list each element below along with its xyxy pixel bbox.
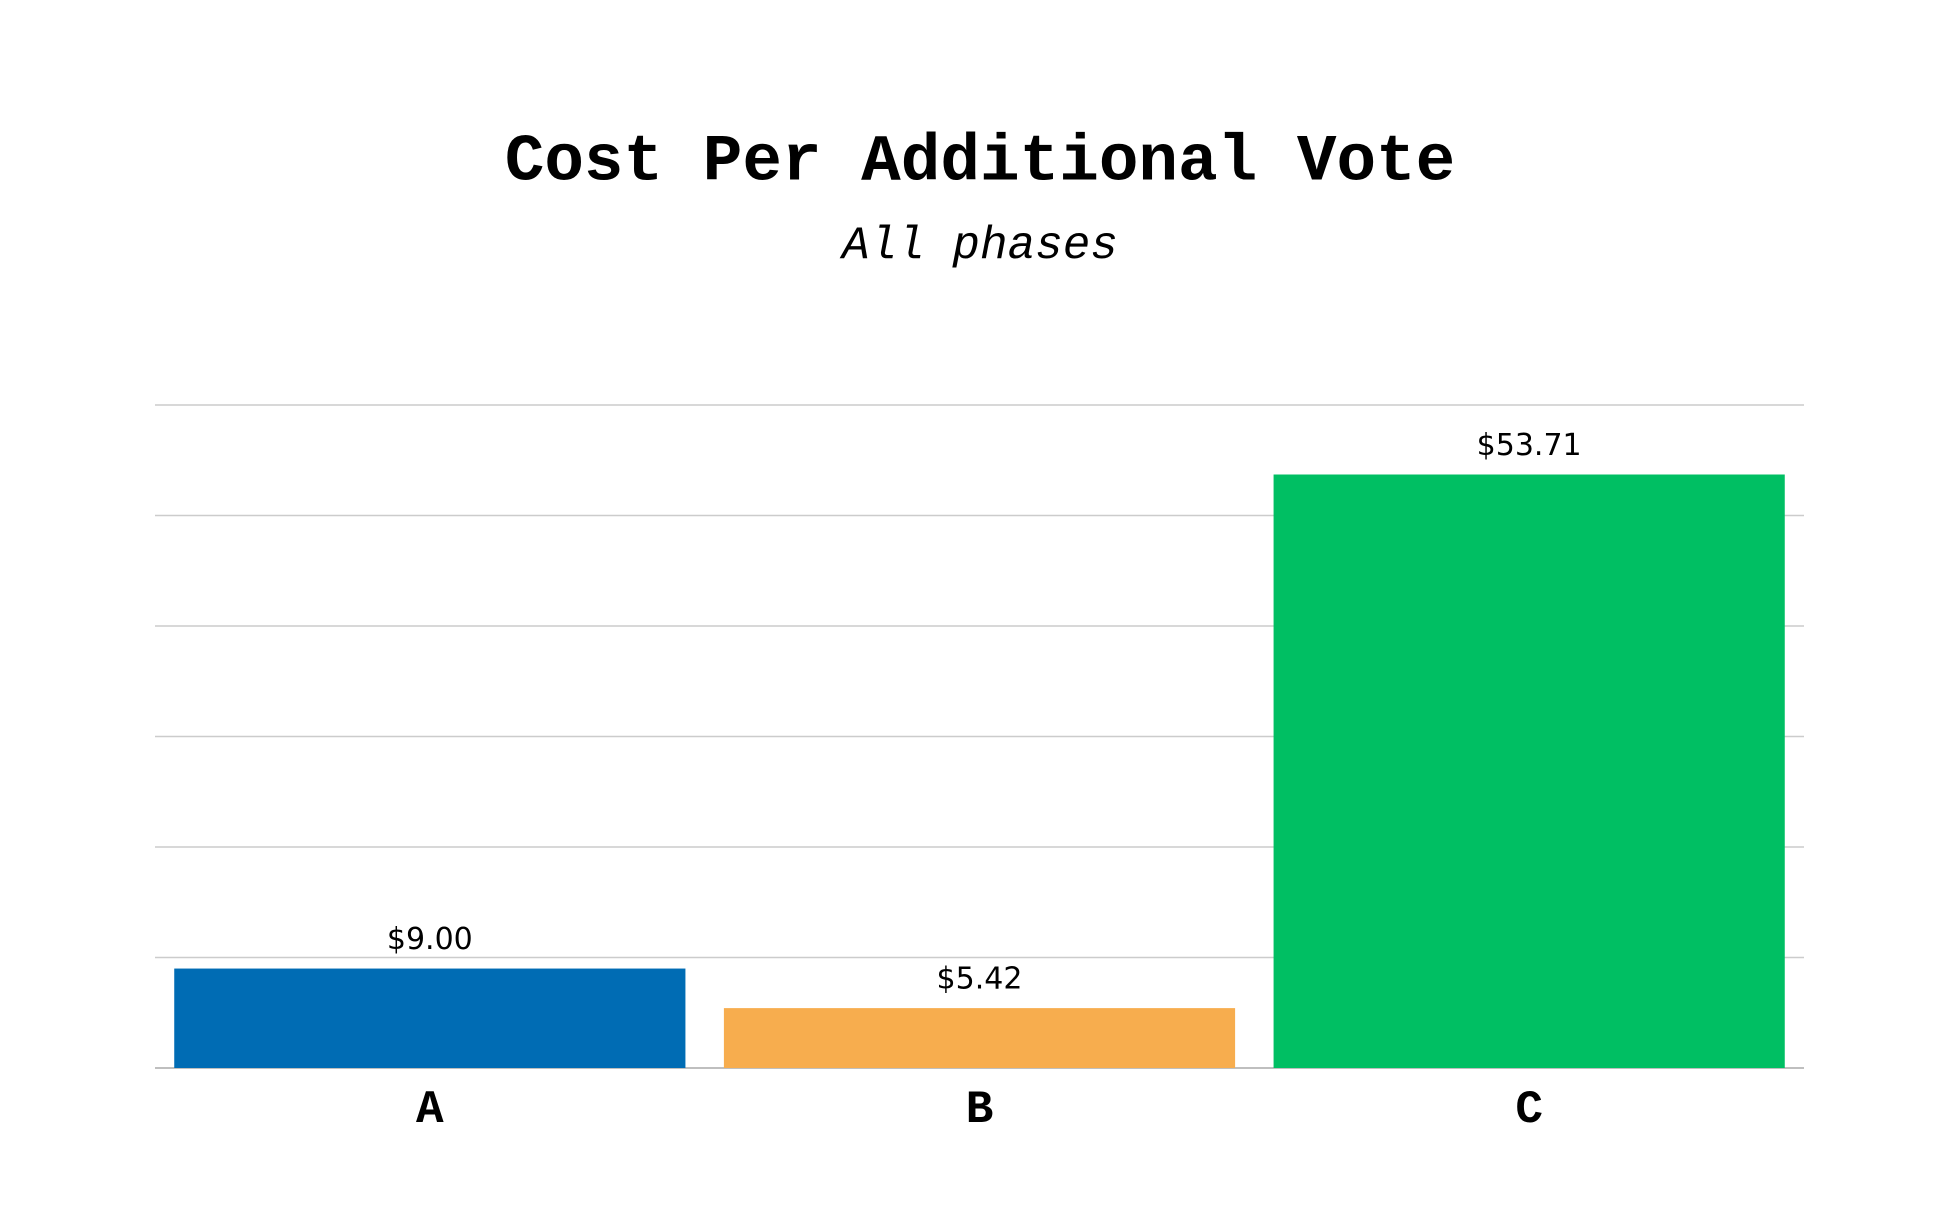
bar xyxy=(723,1008,1236,1068)
bar xyxy=(174,968,686,1068)
value-label: $5.42 xyxy=(937,962,1023,997)
x-tick-label: A xyxy=(416,1084,444,1136)
value-label: $9.00 xyxy=(387,922,473,957)
bar xyxy=(1273,474,1785,1068)
value-label: $53.71 xyxy=(1477,428,1582,463)
x-tick-label: C xyxy=(1515,1084,1543,1136)
chart-title: Cost Per Additional Vote xyxy=(505,124,1456,199)
x-tick-label: B xyxy=(966,1084,994,1136)
chart-subtitle: All phases xyxy=(839,220,1118,272)
